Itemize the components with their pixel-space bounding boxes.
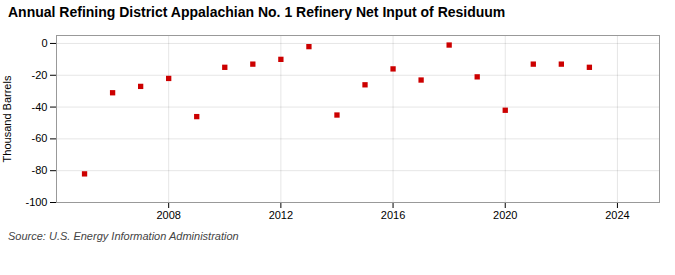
html-text:Annual Refining District Appal: Annual Refining District Appalachian No.… — [8, 4, 506, 20]
svg-text:Thousand Barrels: Thousand Barrels — [1, 75, 13, 162]
svg-text:2012: 2012 — [269, 209, 293, 221]
svg-text:-20: -20 — [32, 69, 48, 81]
svg-text:2008: 2008 — [156, 209, 180, 221]
svg-text:2020: 2020 — [493, 209, 517, 221]
svg-text:-80: -80 — [32, 164, 48, 176]
svg-text:-60: -60 — [32, 132, 48, 144]
svg-text:2016: 2016 — [381, 209, 405, 221]
svg-text:-100: -100 — [25, 196, 47, 208]
svg-text:2024: 2024 — [605, 209, 629, 221]
svg-text:-40: -40 — [32, 100, 48, 112]
svg-text:0: 0 — [41, 37, 47, 49]
html-text:Source: U.S. Energy Informatio: Source: U.S. Energy Information Administ… — [8, 229, 239, 242]
